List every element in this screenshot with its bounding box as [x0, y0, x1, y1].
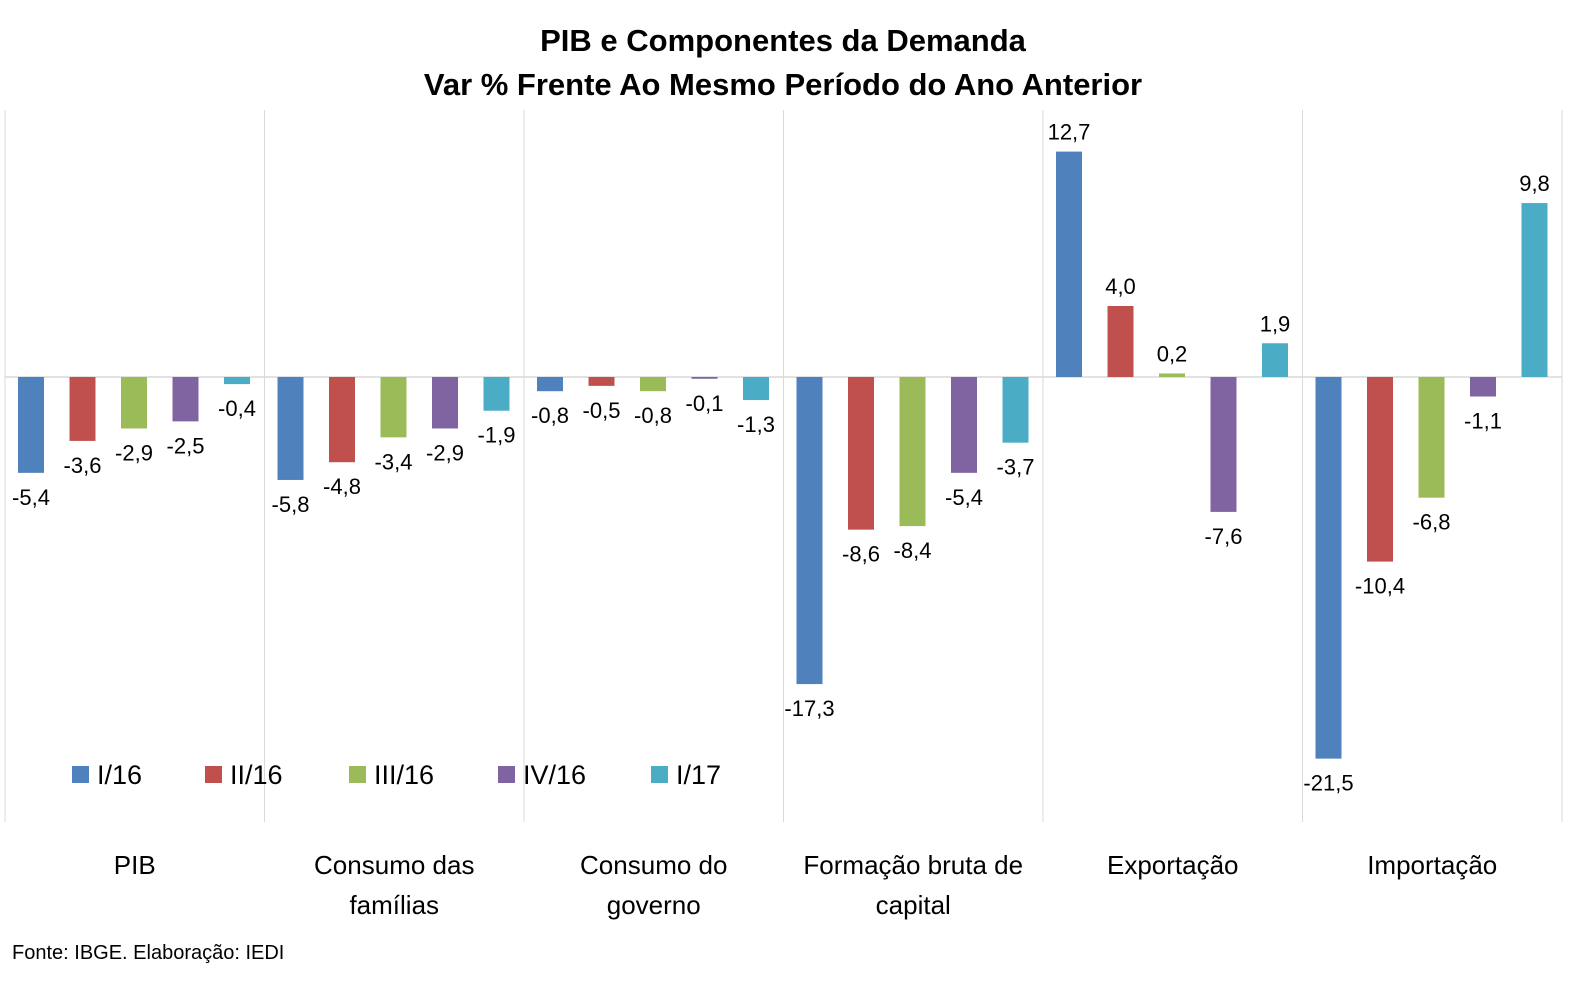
data-label: -0,8: [531, 403, 569, 428]
bar: [1315, 377, 1342, 759]
legend-label: I/17: [676, 760, 721, 790]
bar: [18, 377, 44, 473]
bar: [69, 377, 96, 441]
data-label: -0,5: [583, 398, 621, 423]
legend: I/16 II/16 III/16 IV/16 I/17: [72, 760, 721, 790]
legend-label: IV/16: [523, 760, 586, 790]
category-label: Formação bruta de: [803, 850, 1023, 880]
data-label: -2,5: [167, 433, 205, 458]
data-label: 0,2: [1157, 341, 1188, 366]
bar: [899, 377, 926, 527]
data-label: -4,8: [323, 474, 361, 499]
bar: [1056, 151, 1082, 377]
data-label: -8,6: [842, 542, 880, 567]
bar: [172, 377, 199, 422]
category-labels: PIB Consumo das famílias Consumo do governo F…: [114, 850, 1498, 920]
legend-label: II/16: [230, 760, 283, 790]
bar: [1418, 377, 1445, 498]
data-label: -1,9: [478, 423, 516, 448]
bar: [1159, 373, 1185, 377]
bar: [796, 377, 823, 685]
legend-swatch: [349, 766, 366, 783]
bar: [640, 377, 666, 392]
bar: [380, 377, 407, 438]
bar: [483, 377, 510, 411]
data-label: 1,9: [1260, 311, 1291, 336]
data-label: -1,1: [1464, 409, 1502, 434]
bar: [537, 377, 563, 392]
data-label: -8,4: [894, 538, 932, 563]
chart-subtitle: Var % Frente Ao Mesmo Período do Ano Ant…: [424, 67, 1142, 102]
bar: [277, 377, 304, 480]
data-label: -5,8: [272, 492, 310, 517]
bar: [1002, 377, 1029, 443]
data-label: -6,8: [1413, 510, 1451, 535]
data-labels: -5,4 -5,8 -0,8 -17,3 12,7 -21,5 -3,6 -4,8 -0,5 -8…: [12, 120, 1550, 796]
category-label: Consumo das: [314, 850, 474, 880]
category-label: capital: [876, 890, 951, 920]
category-label: PIB: [114, 850, 156, 880]
data-label: -0,8: [634, 403, 672, 428]
category-label: Importação: [1367, 850, 1497, 880]
bar: [691, 377, 718, 379]
data-label: 4,0: [1105, 274, 1136, 299]
chart-title: PIB e Componentes da Demanda: [540, 23, 1027, 58]
bar: [951, 377, 977, 473]
legend-swatch: [498, 766, 515, 783]
legend-swatch: [72, 766, 89, 783]
data-label: -5,4: [945, 485, 983, 510]
bar: [1107, 306, 1134, 377]
data-label: -0,1: [686, 391, 724, 416]
bar: [1210, 377, 1237, 512]
data-label: -1,3: [737, 412, 775, 437]
bar: [1367, 377, 1393, 562]
bar: [121, 377, 147, 429]
category-label: famílias: [349, 890, 439, 920]
data-label: -7,6: [1205, 524, 1243, 549]
data-label: 12,7: [1048, 120, 1091, 145]
bar: [432, 377, 458, 429]
source-note: Fonte: IBGE. Elaboração: IEDI: [12, 942, 285, 964]
legend-swatch: [205, 766, 222, 783]
data-label: -2,9: [426, 440, 464, 465]
legend-swatch: [651, 766, 668, 783]
data-label: -0,4: [218, 396, 256, 421]
data-label: -17,3: [784, 696, 834, 721]
category-label: Exportação: [1107, 850, 1239, 880]
data-label: -3,7: [997, 455, 1035, 480]
bar: [1262, 343, 1288, 377]
data-label: -5,4: [12, 485, 50, 510]
bar: [743, 377, 769, 401]
category-label: Consumo do: [580, 850, 727, 880]
data-label: -2,9: [115, 440, 153, 465]
legend-label: III/16: [374, 760, 434, 790]
bar: [588, 377, 615, 386]
legend-label: I/16: [97, 760, 142, 790]
bar: [1470, 377, 1496, 397]
bar: [224, 377, 250, 385]
bar: [329, 377, 355, 463]
data-label: -21,5: [1303, 771, 1353, 796]
bar: [848, 377, 874, 530]
data-label: 9,8: [1519, 171, 1550, 196]
data-label: -3,4: [375, 449, 413, 474]
bar: [1521, 203, 1548, 377]
category-label: governo: [607, 890, 701, 920]
category-separators: [4, 110, 1563, 822]
data-label: -3,6: [64, 453, 102, 478]
data-label: -10,4: [1355, 574, 1405, 599]
bars: [18, 151, 1548, 759]
